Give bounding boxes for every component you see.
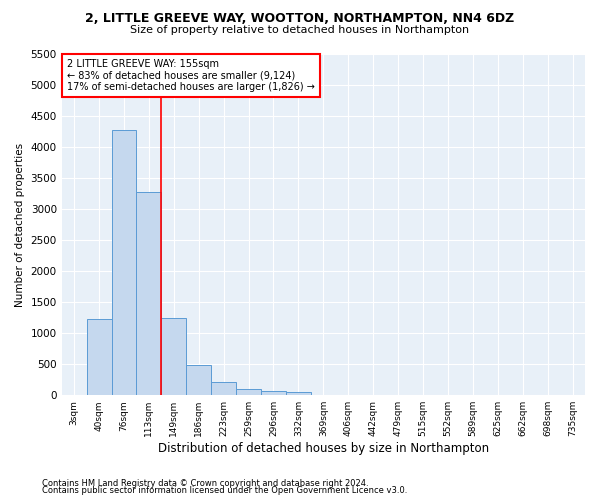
Bar [286, 392, 311, 395]
Bar [186, 365, 211, 395]
Bar [236, 389, 261, 395]
Text: Size of property relative to detached houses in Northampton: Size of property relative to detached ho… [130, 25, 470, 35]
Y-axis label: Number of detached properties: Number of detached properties [15, 142, 25, 306]
Bar [136, 192, 161, 395]
Bar [261, 391, 286, 395]
X-axis label: Distribution of detached houses by size in Northampton: Distribution of detached houses by size … [158, 442, 489, 455]
Bar [86, 319, 112, 395]
Text: 2 LITTLE GREEVE WAY: 155sqm
← 83% of detached houses are smaller (9,124)
17% of : 2 LITTLE GREEVE WAY: 155sqm ← 83% of det… [67, 59, 315, 92]
Text: 2, LITTLE GREEVE WAY, WOOTTON, NORTHAMPTON, NN4 6DZ: 2, LITTLE GREEVE WAY, WOOTTON, NORTHAMPT… [85, 12, 515, 26]
Text: Contains HM Land Registry data © Crown copyright and database right 2024.: Contains HM Land Registry data © Crown c… [42, 478, 368, 488]
Bar [112, 130, 136, 395]
Bar [161, 318, 186, 395]
Text: Contains public sector information licensed under the Open Government Licence v3: Contains public sector information licen… [42, 486, 407, 495]
Bar [211, 382, 236, 395]
